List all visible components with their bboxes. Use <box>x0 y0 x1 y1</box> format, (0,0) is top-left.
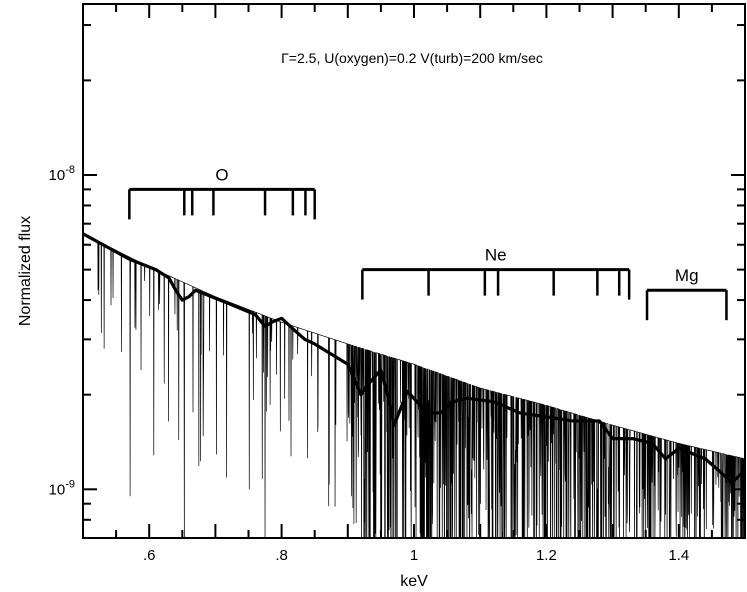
axis-ticks <box>82 4 746 539</box>
ion-line-markers: O Ne Mg <box>128 165 728 321</box>
x-tick-label: .8 <box>275 547 288 564</box>
ion-label: Mg <box>675 266 699 285</box>
y-tick-label: 10-9 <box>49 478 75 498</box>
ion-label: Ne <box>485 246 507 265</box>
smoothed-spectrum <box>83 232 745 485</box>
absorption-spectrum-line <box>83 233 745 538</box>
y-axis-title: Normalized flux <box>17 216 34 326</box>
y-tick-label: 10-8 <box>49 164 75 184</box>
tick-labels: .6 .8 1 1.2 1.4 10-9 10-8 <box>49 164 690 564</box>
smoothed-spectrum-line <box>83 232 745 485</box>
x-tick-label: 1.2 <box>536 547 557 564</box>
absorption-spectrum <box>83 233 745 538</box>
ion-label: O <box>215 165 228 184</box>
x-axis-title: keV <box>400 573 428 590</box>
ion-marker-o: O <box>128 165 316 220</box>
ion-marker-mg: Mg <box>645 266 728 321</box>
x-tick-label: 1.4 <box>668 547 689 564</box>
ion-marker-ne: Ne <box>361 246 631 300</box>
model-parameters-annotation: Γ=2.5, U(oxygen)=0.2 V(turb)=200 km/sec <box>281 50 543 66</box>
x-tick-label: .6 <box>143 547 156 564</box>
x-tick-label: 1 <box>410 547 418 564</box>
